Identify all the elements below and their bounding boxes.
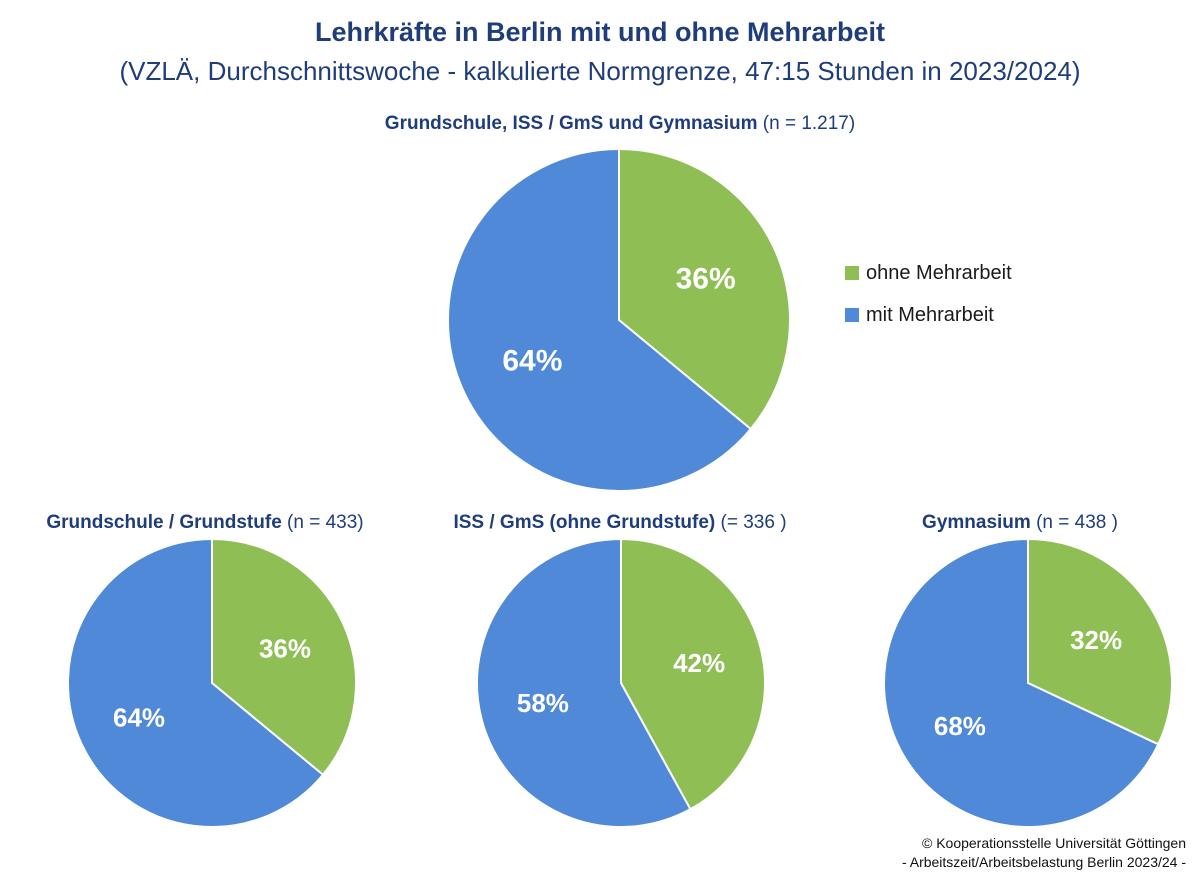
pie-title-text: ISS / GmS (ohne Grundstufe) xyxy=(453,512,716,533)
pie-data-label-ohne-mehrarbeit: 42% xyxy=(673,648,725,678)
pie-title-text: Grundschule / Grundstufe xyxy=(46,512,282,533)
footer-line-project: - Arbeitszeit/Arbeitsbelastung Berlin 20… xyxy=(901,854,1186,870)
pie-n-label: (= 336 ) xyxy=(720,512,787,533)
pie-slice-mit-mehrarbeit xyxy=(447,147,753,492)
pie-data-label-mit-mehrarbeit: 58% xyxy=(517,688,569,718)
pie-chart-iss-gms: 42% 58% xyxy=(476,537,766,828)
pie-title-gesamt: Grundschule, ISS / GmS und Gymnasium (n … xyxy=(320,111,920,137)
pie-n-label: (n = 1.217) xyxy=(762,113,856,134)
pie-title-text: Gymnasium xyxy=(922,512,1031,533)
pie-n-label: (n = 433) xyxy=(287,512,364,533)
chart-main-title: Lehrkräfte in Berlin mit und ohne Mehrar… xyxy=(314,17,886,47)
pie-data-label-ohne-mehrarbeit: 32% xyxy=(1070,625,1122,655)
legend-item-mit: mit Mehrarbeit xyxy=(845,294,1012,336)
pie-data-label-ohne-mehrarbeit: 36% xyxy=(676,263,736,296)
legend-swatch-ohne xyxy=(845,266,859,280)
chart-legend: ohne Mehrarbeit mit Mehrarbeit xyxy=(845,252,1012,336)
pie-slice-mit-mehrarbeit xyxy=(883,537,1160,828)
chart-subtitle: (VZLÄ, Durchschnittswoche - kalkulierte … xyxy=(119,56,1081,86)
legend-item-ohne: ohne Mehrarbeit xyxy=(845,252,1012,294)
pie-data-label-mit-mehrarbeit: 68% xyxy=(934,711,986,741)
pie-chart-gesamt: 36% 64% xyxy=(447,147,792,492)
pie-data-label-ohne-mehrarbeit: 36% xyxy=(259,634,311,664)
pie-title-grundschule: Grundschule / Grundstufe (n = 433) xyxy=(0,510,410,536)
legend-swatch-mit xyxy=(845,308,859,322)
pie-data-label-mit-mehrarbeit: 64% xyxy=(113,702,165,732)
pie-data-label-mit-mehrarbeit: 64% xyxy=(502,344,562,377)
pie-title-text: Grundschule, ISS / GmS und Gymnasium xyxy=(384,113,758,134)
legend-label-ohne: ohne Mehrarbeit xyxy=(866,261,1012,284)
pie-slice-ohne-mehrarbeit xyxy=(620,537,766,811)
pie-slice-mit-mehrarbeit xyxy=(476,537,692,828)
pie-title-iss-gms: ISS / GmS (ohne Grundstufe) (= 336 ) xyxy=(400,510,840,536)
pie-chart-grundschule: 36% 64% xyxy=(67,537,357,828)
copyright-footer: © Kooperationsstelle Universität Götting… xyxy=(902,834,1186,872)
pie-chart-gymnasium: 32% 68% xyxy=(883,537,1173,828)
pie-slice-ohne-mehrarbeit xyxy=(1027,537,1173,746)
pie-n-label: (n = 438 ) xyxy=(1036,512,1118,533)
pie-slice-mit-mehrarbeit xyxy=(67,537,325,828)
pie-slice-ohne-mehrarbeit xyxy=(618,147,792,431)
pie-title-gymnasium: Gymnasium (n = 438 ) xyxy=(850,510,1190,536)
footer-line-copyright: © Kooperationsstelle Universität Götting… xyxy=(921,835,1186,851)
legend-label-mit: mit Mehrarbeit xyxy=(866,303,994,326)
pie-slice-ohne-mehrarbeit xyxy=(211,537,357,777)
